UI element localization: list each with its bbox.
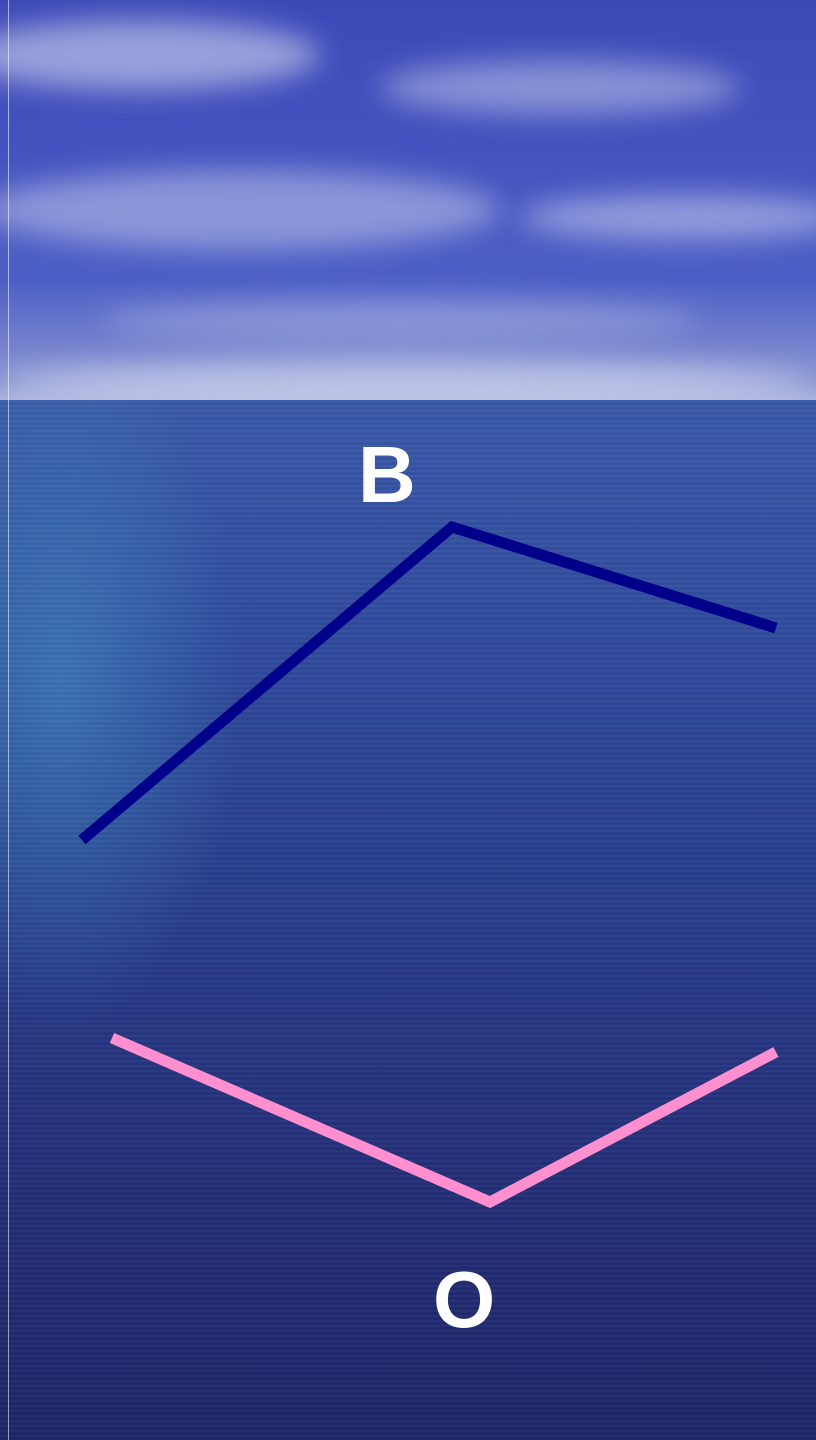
cloud [520,195,816,240]
upper-bent-line [78,520,778,845]
cloud [0,170,500,250]
lower-bent-line [109,1032,779,1209]
left-edge-line [8,0,9,1440]
cloud [100,300,700,340]
cloud [0,20,320,90]
label-top: B [358,430,416,519]
sea-texture [0,400,816,1440]
cloud [380,60,740,115]
sky-background [0,0,816,405]
label-bottom: O [433,1255,496,1344]
horizon-haze [0,360,816,405]
sea-background [0,400,816,1440]
